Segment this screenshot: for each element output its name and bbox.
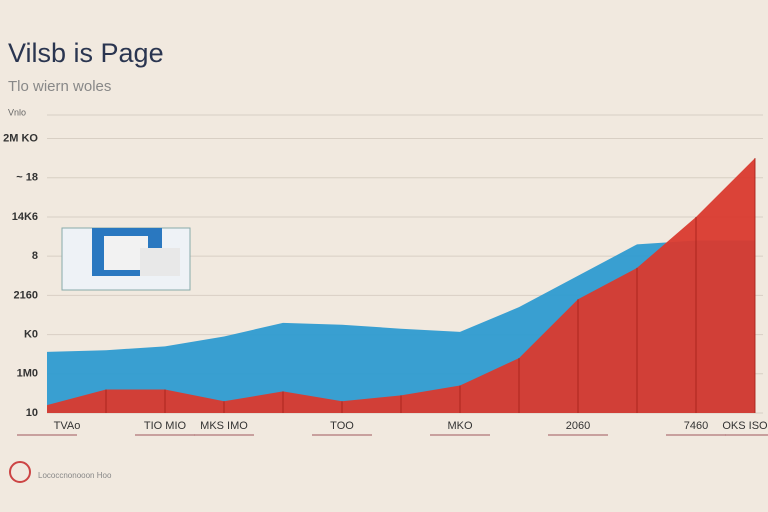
legend-swatch-inner	[140, 248, 180, 276]
footer-icon	[9, 461, 31, 483]
chart-subtitle: Tlo wiern woles	[8, 78, 111, 95]
y-tick-label: K0	[24, 328, 38, 340]
x-tick-label: MKS IMO	[200, 420, 248, 432]
y-tick-label: 10	[26, 407, 38, 419]
x-tick-label: OKS ISO	[722, 420, 768, 432]
y-tick-label: 14K6	[12, 211, 38, 223]
x-tick-label: MKO	[447, 420, 473, 432]
x-tick-label: TOO	[330, 420, 354, 432]
y-tick-label: 1M0	[17, 368, 38, 380]
x-tick-label: TVAo	[54, 420, 81, 432]
x-tick-label: TIO MIO	[144, 420, 187, 432]
y-axis-label: Vnlo	[8, 107, 26, 117]
chart-title: Vilsb is Page	[8, 38, 164, 68]
y-tick-label: 2160	[14, 289, 38, 301]
x-tick-label: 2060	[566, 420, 590, 432]
x-tick-label: 7460	[684, 420, 708, 432]
legend-icon	[61, 227, 191, 291]
y-tick-label: 2M KO	[3, 132, 38, 144]
y-tick-label: 8	[32, 250, 38, 262]
y-tick-label: ~ 18	[16, 172, 38, 184]
footer-text: Lococcnonooon Hoo	[38, 471, 112, 480]
